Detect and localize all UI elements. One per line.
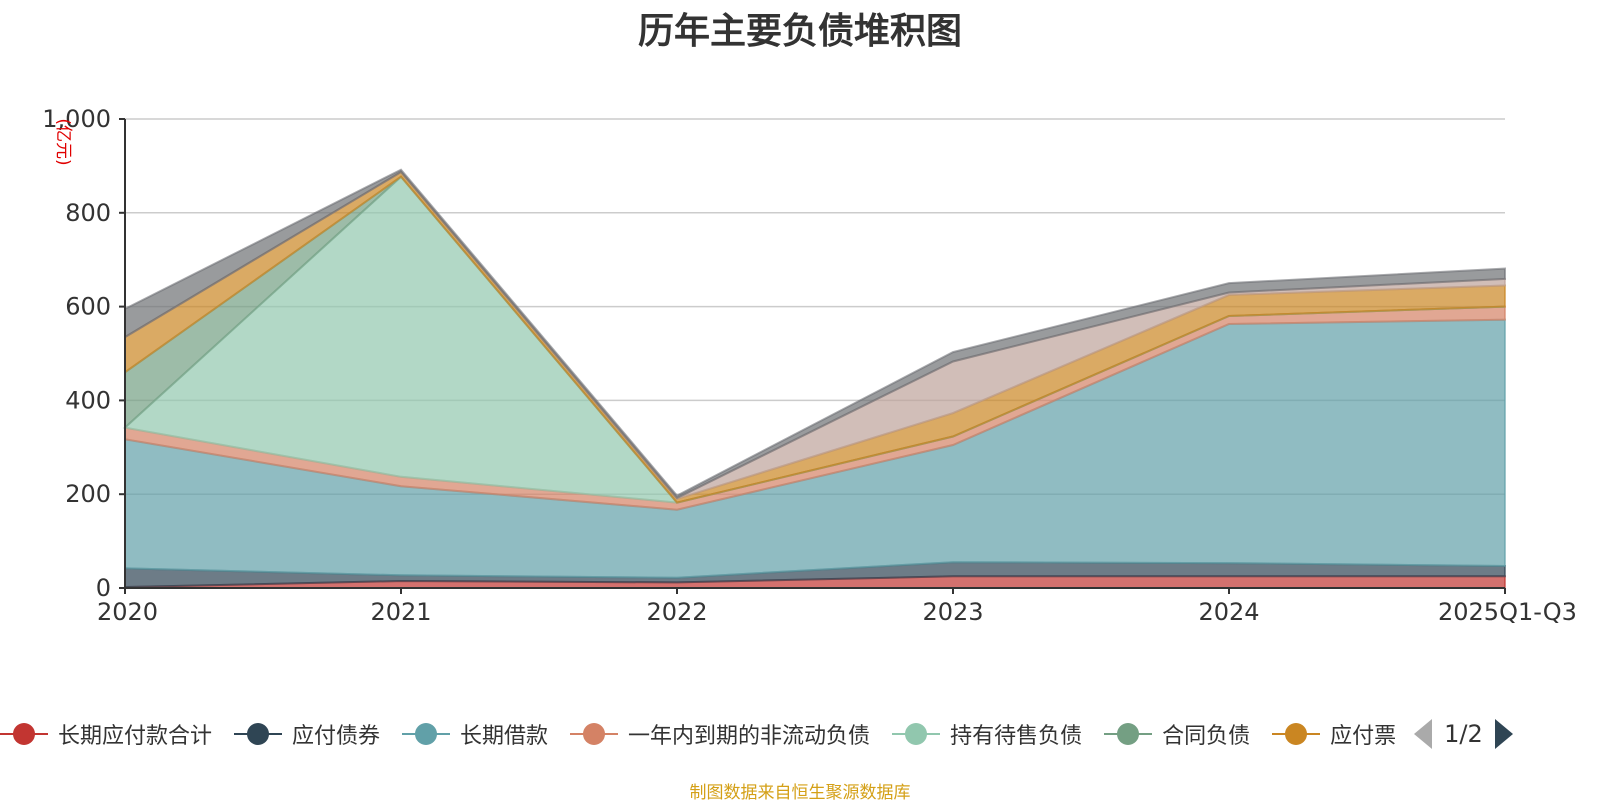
legend-item[interactable]: 应付票 <box>1272 718 1396 750</box>
y-tick-label: 400 <box>65 386 111 414</box>
legend: 长期应付款合计 应付债券 长期借款 一年内到期的非流动负债 持有待售负债 合同负债 应付票 … <box>0 714 1600 754</box>
legend-marker-icon <box>1272 720 1321 748</box>
legend-next-arrow-icon[interactable] <box>1494 719 1513 749</box>
legend-label: 一年内到期的非流动负债 <box>628 724 871 749</box>
legend-label: 长期借款 <box>460 724 549 749</box>
y-tick-label: 1,000 <box>42 105 111 133</box>
legend-items: 长期应付款合计 应付债券 长期借款 一年内到期的非流动负债 持有待售负债 合同负债 应付票 <box>0 718 1418 750</box>
source-note: 制图数据来自恒生聚源数据库 <box>689 783 911 803</box>
legend-label: 长期应付款合计 <box>58 724 213 749</box>
legend-marker-icon <box>402 720 451 748</box>
x-tick-label: 2025Q1-Q3 <box>1438 598 1577 626</box>
legend-pager: 1/2 <box>1414 719 1513 749</box>
x-tick-label: 2022 <box>646 598 707 626</box>
legend-marker-icon <box>0 720 48 748</box>
legend-item[interactable]: 持有待售负债 <box>892 718 1082 750</box>
legend-item[interactable]: 长期借款 <box>402 718 548 750</box>
legend-item[interactable]: 应付债券 <box>234 718 380 750</box>
legend-label: 持有待售负债 <box>950 724 1083 749</box>
legend-marker-icon <box>1104 720 1153 748</box>
legend-item[interactable]: 长期应付款合计 <box>0 718 212 750</box>
legend-label: 应付票 <box>1330 724 1397 749</box>
stacked-area-chart: 0 200 400 600 800 1,000 2020 2021 2022 2023 2024 20… <box>42 105 1577 626</box>
x-tick-label: 2024 <box>1198 598 1259 626</box>
legend-marker-icon <box>892 720 941 748</box>
area-series-layer <box>122 168 1506 589</box>
x-tick-label: 2021 <box>370 598 431 626</box>
y-tick-label: 800 <box>65 199 111 227</box>
legend-marker-icon <box>234 720 283 748</box>
area-series-8[interactable] <box>124 168 1506 500</box>
y-axis-unit-label: (亿元) <box>53 118 73 165</box>
legend-marker-icon <box>570 720 619 748</box>
legend-label: 合同负债 <box>1162 724 1251 749</box>
legend-prev-arrow-icon[interactable] <box>1414 719 1433 749</box>
x-tick-label: 2020 <box>97 598 158 626</box>
legend-label: 应付债券 <box>292 724 381 749</box>
axes: 0 200 400 600 800 1,000 2020 2021 2022 2023 2024 20… <box>42 105 1577 626</box>
legend-item[interactable]: 合同负债 <box>1104 718 1250 750</box>
legend-page-indicator: 1/2 <box>1444 720 1483 748</box>
y-tick-label: 600 <box>65 293 111 321</box>
y-tick-label: 200 <box>65 480 111 508</box>
chart-title: 历年主要负债堆积图 <box>637 11 962 52</box>
x-tick-label: 2023 <box>922 598 983 626</box>
y-tick-label: 0 <box>96 574 111 602</box>
legend-item[interactable]: 一年内到期的非流动负债 <box>570 718 870 750</box>
